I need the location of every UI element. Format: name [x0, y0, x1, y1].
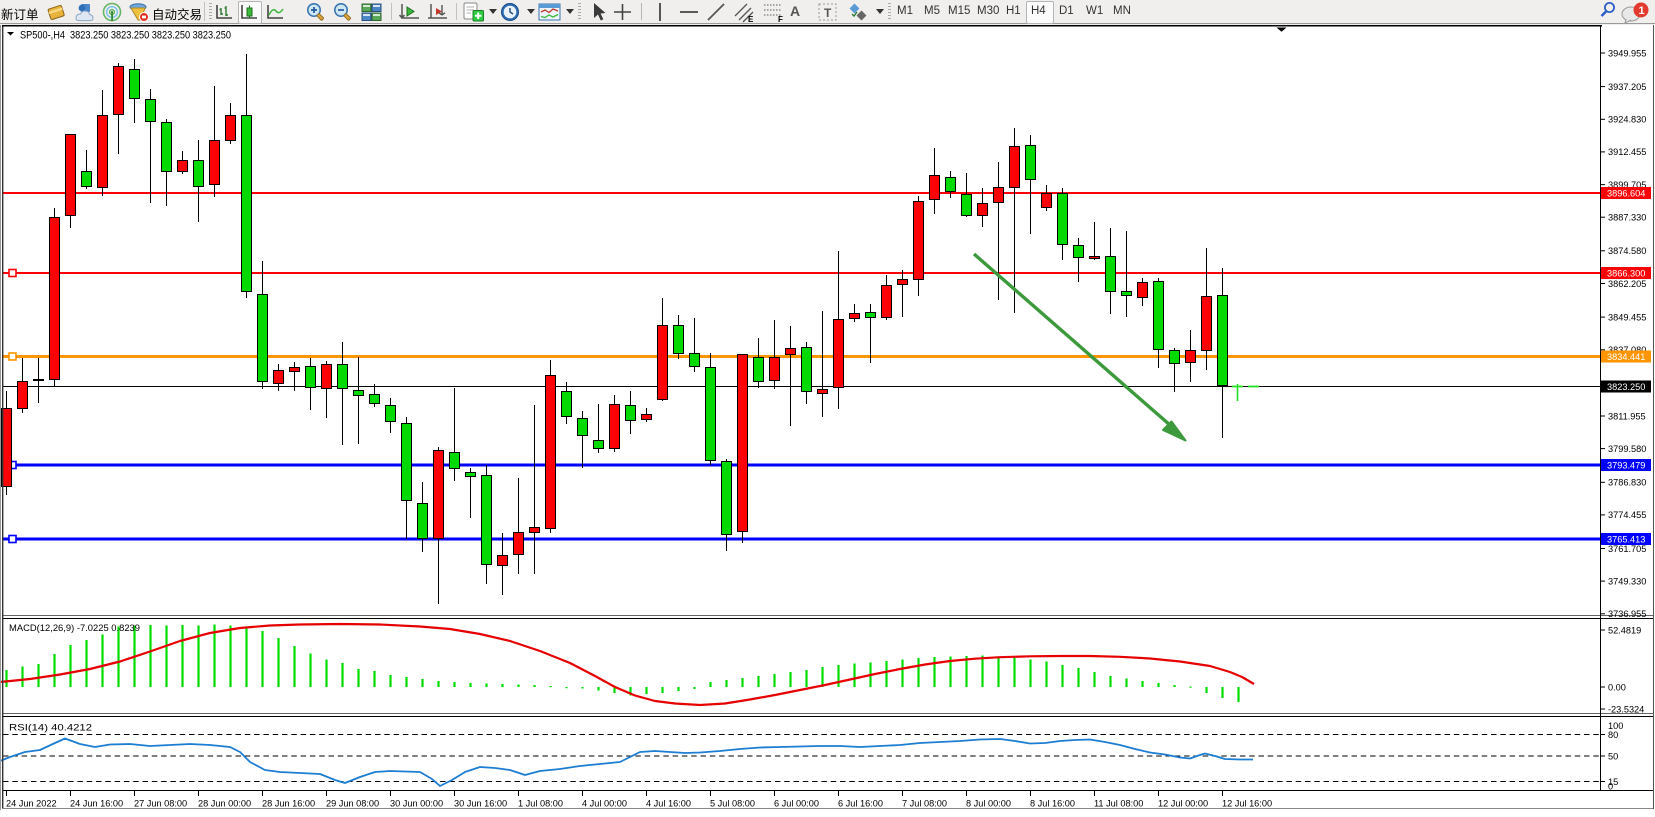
- svg-text:1 Jul 08:00: 1 Jul 08:00: [518, 799, 563, 809]
- svg-text:24 Jun 2022: 24 Jun 2022: [6, 799, 57, 809]
- svg-text:3799.580: 3799.580: [1608, 444, 1646, 454]
- svg-text:3937.205: 3937.205: [1608, 82, 1646, 92]
- svg-text:52.4819: 52.4819: [1608, 625, 1641, 635]
- svg-text:0.00: 0.00: [1608, 682, 1626, 692]
- svg-text:3793.479: 3793.479: [1607, 460, 1645, 470]
- svg-text:4 Jul 00:00: 4 Jul 00:00: [582, 799, 627, 809]
- svg-text:8 Jul 16:00: 8 Jul 16:00: [1030, 799, 1075, 809]
- svg-text:8 Jul 00:00: 8 Jul 00:00: [966, 799, 1011, 809]
- svg-text:15: 15: [1608, 777, 1618, 787]
- svg-text:3887.330: 3887.330: [1608, 213, 1646, 223]
- svg-text:3786.830: 3786.830: [1608, 478, 1646, 488]
- svg-text:12 Jul 16:00: 12 Jul 16:00: [1222, 799, 1272, 809]
- svg-text:12 Jul 00:00: 12 Jul 00:00: [1158, 799, 1208, 809]
- svg-text:1: 1: [1639, 5, 1645, 17]
- svg-text:5 Jul 08:00: 5 Jul 08:00: [710, 799, 755, 809]
- svg-text:3924.830: 3924.830: [1608, 115, 1646, 125]
- svg-text:30 Jun 00:00: 30 Jun 00:00: [390, 799, 443, 809]
- svg-text:MACD(12,26,9) -7.0225 0.8239: MACD(12,26,9) -7.0225 0.8239: [9, 623, 140, 634]
- svg-text:100: 100: [1608, 721, 1623, 731]
- svg-text:6 Jul 16:00: 6 Jul 16:00: [838, 799, 883, 809]
- svg-text:T: T: [824, 6, 832, 20]
- svg-text:28 Jun 00:00: 28 Jun 00:00: [198, 799, 251, 809]
- svg-text:-23.5324: -23.5324: [1608, 704, 1644, 714]
- svg-text:3866.300: 3866.300: [1607, 268, 1645, 278]
- svg-text:3736.955: 3736.955: [1608, 609, 1646, 619]
- svg-text:30 Jun 16:00: 30 Jun 16:00: [454, 799, 507, 809]
- svg-text:RSI(14) 40.4212: RSI(14) 40.4212: [9, 723, 92, 734]
- svg-text:3874.580: 3874.580: [1608, 246, 1646, 256]
- svg-text:3849.455: 3849.455: [1608, 312, 1646, 322]
- svg-text:24 Jun 16:00: 24 Jun 16:00: [70, 799, 123, 809]
- svg-text:3837.080: 3837.080: [1608, 345, 1646, 355]
- svg-text:3899.705: 3899.705: [1608, 180, 1646, 190]
- svg-text:3949.955: 3949.955: [1608, 48, 1646, 58]
- svg-text:SP500-,H4 3823.250 3823.250 3: SP500-,H4 3823.250 3823.250 3823.250 382…: [20, 30, 231, 42]
- svg-text:27 Jun 08:00: 27 Jun 08:00: [134, 799, 187, 809]
- svg-text:6 Jul 00:00: 6 Jul 00:00: [774, 799, 819, 809]
- svg-text:3749.330: 3749.330: [1608, 576, 1646, 586]
- svg-text:3765.413: 3765.413: [1607, 534, 1645, 544]
- svg-text:28 Jun 16:00: 28 Jun 16:00: [262, 799, 315, 809]
- svg-text:3823.250: 3823.250: [1607, 382, 1645, 392]
- svg-text:50: 50: [1608, 751, 1618, 761]
- svg-text:3862.205: 3862.205: [1608, 279, 1646, 289]
- svg-text:F: F: [778, 15, 783, 23]
- svg-text:29 Jun 08:00: 29 Jun 08:00: [326, 799, 379, 809]
- svg-text:7 Jul 08:00: 7 Jul 08:00: [902, 799, 947, 809]
- svg-text:3761.705: 3761.705: [1608, 544, 1646, 554]
- svg-text:0: 0: [1608, 781, 1613, 791]
- svg-text:3896.604: 3896.604: [1607, 188, 1645, 198]
- svg-text:3774.455: 3774.455: [1608, 510, 1646, 520]
- svg-text:3834.441: 3834.441: [1607, 352, 1645, 362]
- svg-text:E: E: [748, 15, 754, 23]
- svg-text:3912.455: 3912.455: [1608, 147, 1646, 157]
- svg-text:3811.955: 3811.955: [1608, 411, 1646, 421]
- svg-text:80: 80: [1608, 730, 1618, 740]
- svg-text:4 Jul 16:00: 4 Jul 16:00: [646, 799, 691, 809]
- svg-text:11 Jul 08:00: 11 Jul 08:00: [1094, 799, 1143, 809]
